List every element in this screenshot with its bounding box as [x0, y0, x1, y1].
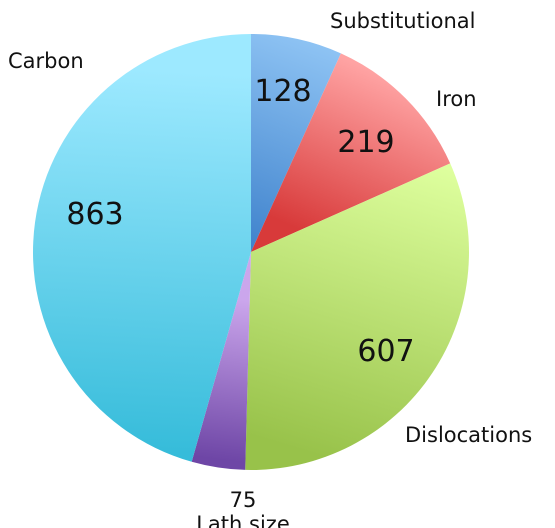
pie-slice-iron [251, 53, 451, 253]
data-label-iron: 219 [337, 125, 394, 160]
legend-label-carbon: Carbon [8, 49, 84, 73]
legend-label-lath-size: Lath size [196, 512, 290, 528]
data-label-lath-size: 75 [230, 488, 257, 512]
data-label-carbon: 863 [66, 197, 123, 232]
pie-slice-carbon [33, 34, 252, 462]
legend-label-substitutional: Substitutional [330, 9, 475, 33]
pie-slice-dislocations [245, 163, 469, 470]
pie-slice-substitutional [251, 34, 341, 252]
pie-slice-lath-size [191, 252, 251, 470]
data-label-substitutional: 128 [254, 74, 311, 109]
data-label-dislocations: 607 [357, 334, 414, 369]
legend-label-dislocations: Dislocations [405, 423, 532, 447]
legend-label-iron: Iron [436, 87, 477, 111]
